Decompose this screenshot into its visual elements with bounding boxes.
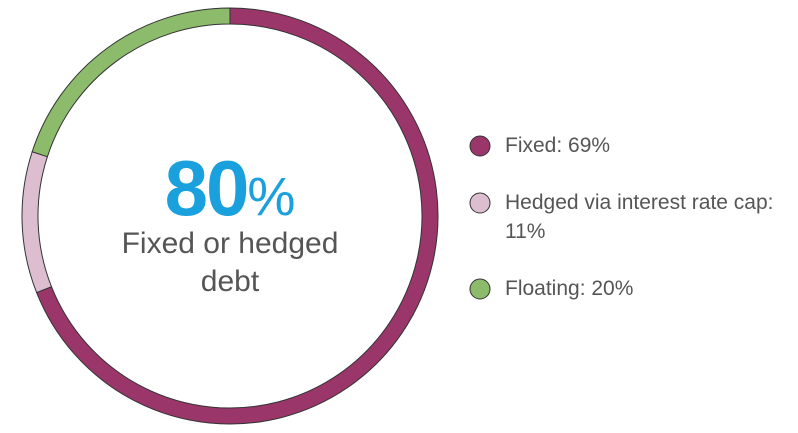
- legend-swatch: [469, 278, 491, 300]
- center-number: 80: [164, 144, 250, 232]
- legend-swatch: [469, 192, 491, 214]
- legend-swatch: [469, 135, 491, 157]
- center-caption: Fixed or hedged debt: [121, 227, 339, 298]
- center-value: 80%: [90, 148, 370, 237]
- legend-label: Floating: 20%: [505, 277, 634, 300]
- donut-segment: [21, 151, 53, 294]
- legend-label: Fixed: 69%: [505, 134, 611, 157]
- legend-label: Hedged via interest rate cap: 11%: [505, 191, 774, 243]
- donut-segment: [31, 7, 231, 158]
- center-unit: %: [247, 167, 296, 227]
